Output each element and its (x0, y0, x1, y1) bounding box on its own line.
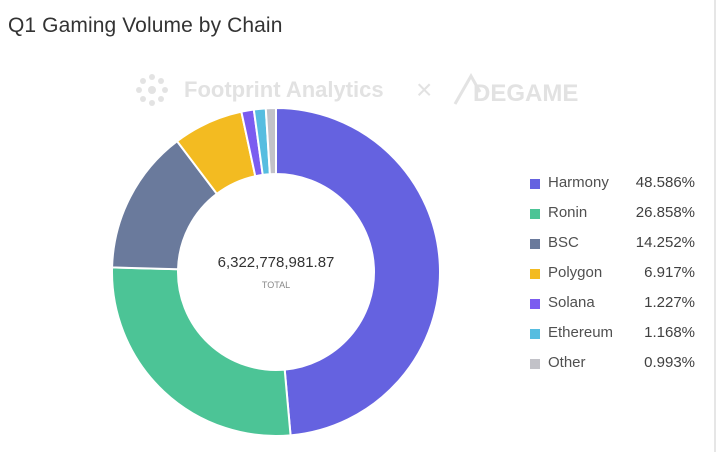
legend-swatch (530, 269, 540, 279)
chart-legend: Harmony 48.586% Ronin 26.858% BSC 14.252% Poly… (530, 170, 710, 380)
legend-item-other[interactable]: Other 0.993% (530, 350, 710, 380)
watermark-brand: Footprint Analytics (184, 77, 384, 102)
legend-label: Polygon (548, 264, 603, 281)
legend-label: BSC (548, 234, 579, 251)
legend-value: 0.993% (644, 354, 695, 371)
degame-logo-icon (453, 72, 482, 105)
watermark-separator: × (416, 74, 432, 105)
legend-label: Other (548, 354, 586, 371)
legend-label: Harmony (548, 174, 609, 191)
donut-slice-harmony[interactable] (275, 106, 441, 437)
watermark: Footprint Analytics × DEGAME (136, 72, 578, 107)
donut-center-label: TOTAL (262, 280, 290, 290)
legend-item-ronin[interactable]: Ronin 26.858% (530, 200, 710, 230)
legend-swatch (530, 179, 540, 189)
legend-label: Ethereum (548, 324, 614, 341)
card-border (714, 0, 716, 452)
legend-swatch (530, 299, 540, 309)
legend-item-polygon[interactable]: Polygon 6.917% (530, 260, 710, 290)
donut-slices (111, 106, 441, 437)
legend-item-solana[interactable]: Solana 1.227% (530, 290, 710, 320)
legend-swatch (530, 329, 540, 339)
chart-title: Q1 Gaming Volume by Chain (8, 14, 283, 37)
donut-slice-other[interactable] (264, 106, 277, 176)
legend-item-harmony[interactable]: Harmony 48.586% (530, 170, 710, 200)
legend-swatch (530, 359, 540, 369)
legend-swatch (530, 209, 540, 219)
legend-value: 48.586% (635, 174, 695, 191)
legend-value: 14.252% (635, 234, 695, 251)
legend-swatch (530, 239, 540, 249)
footprint-logo-icon (136, 74, 168, 106)
legend-value: 1.168% (644, 324, 695, 341)
legend-value: 26.858% (635, 204, 695, 221)
donut-center-value: 6,322,778,981.87 (218, 254, 335, 271)
legend-value: 1.227% (644, 294, 695, 311)
legend-item-ethereum[interactable]: Ethereum 1.168% (530, 320, 710, 350)
legend-value: 6.917% (644, 264, 695, 281)
legend-label: Ronin (548, 204, 588, 221)
donut-slice-ronin[interactable] (111, 266, 292, 437)
watermark-partner: DEGAME (473, 80, 578, 107)
legend-item-bsc[interactable]: BSC 14.252% (530, 230, 710, 260)
legend-label: Solana (548, 294, 595, 311)
